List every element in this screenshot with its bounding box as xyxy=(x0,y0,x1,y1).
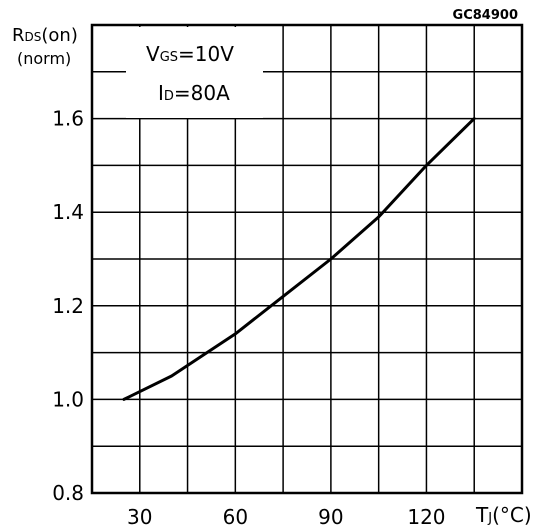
y-axis-label-line2: (norm) xyxy=(17,49,71,68)
x-tick-label: 30 xyxy=(127,505,152,529)
x-axis-label-main: T xyxy=(475,503,489,527)
x-tick-label: 60 xyxy=(223,505,248,529)
annotation-background xyxy=(126,27,263,118)
grid-lines xyxy=(92,25,522,493)
annotation-box: VGS=10V ID=80A xyxy=(126,27,263,118)
annotation-line-id: ID=80A xyxy=(158,81,230,105)
annotation-vgs-sub: GS xyxy=(160,50,178,65)
series-line xyxy=(122,117,476,401)
y-axis-label-main: R xyxy=(12,25,25,46)
annotation-line-vgs: VGS=10V xyxy=(146,42,234,66)
annotation-id-main: I xyxy=(158,81,164,105)
x-tick-labels: 30 60 90 120 xyxy=(127,505,445,529)
annotation-id-sub: D xyxy=(164,89,174,104)
figure-code: GC84900 xyxy=(453,8,518,23)
x-tick-label: 90 xyxy=(318,505,343,529)
y-tick-label: 1.0 xyxy=(52,387,84,411)
y-tick-label: 1.4 xyxy=(52,200,84,224)
x-axis-label: TJ(°C) xyxy=(475,503,532,527)
annotation-vgs-suffix: =10V xyxy=(178,42,234,66)
y-axis-label-suffix: (on) xyxy=(41,25,77,46)
x-tick-label: 120 xyxy=(407,505,445,529)
y-tick-label: 1.6 xyxy=(52,107,84,131)
annotation-id-suffix: =80A xyxy=(174,81,230,105)
x-axis-label-suffix: (°C) xyxy=(492,503,532,527)
y-tick-label: 1.2 xyxy=(52,294,84,318)
y-axis-label-sub: DS xyxy=(25,30,42,44)
x-axis-label-sub: J xyxy=(487,511,492,526)
y-tick-label: 0.8 xyxy=(52,481,84,505)
y-tick-labels: 0.8 1.0 1.2 1.4 1.6 xyxy=(52,107,84,505)
annotation-vgs-main: V xyxy=(146,42,160,66)
plot-frame xyxy=(90,23,524,495)
y-axis-label: RDS(on) xyxy=(12,25,78,46)
